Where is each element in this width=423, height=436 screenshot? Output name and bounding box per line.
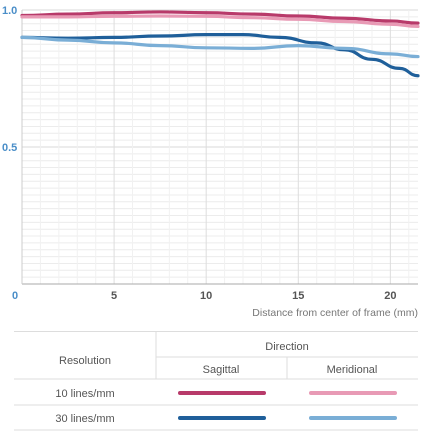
y-tick-label: 1.0 <box>2 5 17 17</box>
legend-table: Resolution Direction Sagittal Meridional… <box>14 331 418 431</box>
x-tick-label: 10 <box>200 290 212 302</box>
row-label-10: 10 lines/mm <box>55 388 114 400</box>
axes <box>21 10 418 285</box>
row-label-30: 30 lines/mm <box>55 413 114 425</box>
series-line-1 <box>20 10 420 25</box>
tick-labels: 0 5 10 15 20 0.5 1.0 <box>2 5 396 302</box>
series-lines <box>20 10 420 78</box>
x-axis-label: Distance from center of frame (mm) <box>252 307 418 319</box>
x-tick-label: 15 <box>292 290 304 302</box>
series-line-3 <box>20 33 420 78</box>
x-tick-label: 5 <box>111 290 117 302</box>
y-tick-label: 0.5 <box>2 142 17 154</box>
resolution-header: Resolution <box>59 355 111 367</box>
series-line-4 <box>20 35 420 59</box>
x-tick-label: 0 <box>12 290 18 302</box>
sagittal-header: Sagittal <box>203 364 240 376</box>
mtf-chart: 0 5 10 15 20 0.5 1.0 Distance from center of f… <box>2 5 420 319</box>
series-line-2 <box>20 14 420 29</box>
direction-header: Direction <box>265 341 308 353</box>
meridional-header: Meridional <box>327 364 378 376</box>
grid-lines <box>22 9 418 284</box>
x-tick-label: 20 <box>384 290 396 302</box>
